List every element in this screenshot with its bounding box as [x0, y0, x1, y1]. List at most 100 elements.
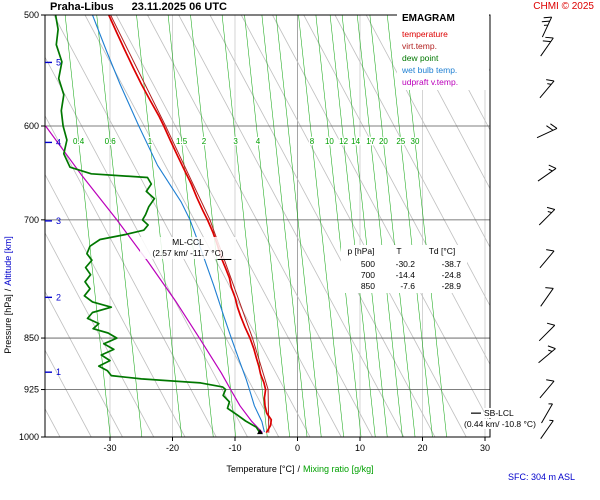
mixing-ratio-label: 4 [256, 137, 261, 146]
wind-barb-staff [540, 420, 554, 439]
pressure-tick-label: 1000 [19, 432, 39, 442]
wind-barb [538, 322, 556, 342]
wind-barb-feather [547, 345, 556, 350]
wind-barb-staff [537, 168, 557, 182]
mixing-ratio-label: 14 [351, 137, 360, 146]
wind-barb-feather [548, 164, 557, 169]
mixing-ratio-line [136, 15, 182, 437]
table-header-dewpoint: Td [°C] [428, 246, 456, 256]
mixing-ratio-label: 25 [396, 137, 405, 146]
ml-ccl-label: ML-CCL [172, 237, 204, 247]
surface-elevation: SFC: 304 m ASL [508, 472, 576, 482]
mixing-ratio-label: 1.5 [176, 137, 188, 146]
pressure-axis-label: Pressure [hPa] [3, 294, 13, 354]
wind-barb [539, 379, 555, 399]
mixing-ratio-label: 0.4 [73, 137, 85, 146]
table-cell-t-500: -30.2 [395, 259, 415, 269]
altitude-tick-label: 5 [56, 57, 61, 67]
mixing-ratio-line [356, 15, 403, 437]
ml-ccl-detail: (2.57 km/ -11.7 °C) [152, 248, 224, 258]
wind-barb [538, 206, 556, 226]
mixing-ratio-line [315, 15, 362, 437]
sb-lcl-label: SB-LCL [484, 408, 514, 418]
dry-adiabat-line [45, 290, 123, 437]
wind-barb-feather [546, 379, 555, 382]
temperature-tick-label: -10 [228, 443, 241, 453]
dry-adiabat-line [240, 15, 467, 437]
wind-barb-staff [541, 403, 553, 424]
wet-bulb-curve [91, 15, 265, 433]
pressure-tick-label: 700 [24, 215, 39, 225]
updraft-v-temp-curve [45, 125, 263, 434]
wind-barb-half-feather [547, 211, 552, 214]
pressure-tick-label: 925 [24, 385, 39, 395]
wind-barb [541, 403, 553, 424]
dry-adiabat-line [272, 15, 490, 424]
dry-adiabat-line [45, 349, 92, 437]
mixing-ratio-line [298, 15, 344, 437]
wind-barb [540, 36, 554, 57]
wind-barb-staff [540, 37, 554, 57]
temperature-tick-label: -30 [103, 443, 116, 453]
station-name: Praha-Libus [50, 1, 114, 13]
x-axis-title: Temperature [°C] / Mixing ratio [g/kg] [150, 464, 450, 474]
wind-barb-staff [540, 288, 554, 307]
temperature-axis-label: Temperature [°C] [226, 464, 295, 474]
legend: EMAGRAM temperature virt.temp. dew point… [397, 12, 489, 90]
dry-adiabat-line [45, 173, 186, 437]
wind-barb-staff [541, 16, 553, 38]
mixing-ratio-label: 20 [379, 137, 388, 146]
virt-temp-curve [110, 15, 270, 433]
wind-barb [541, 16, 553, 38]
level-data-table: p [hPa] T Td [°C] 500 -30.2 -38.7 700 -1… [341, 245, 467, 293]
table-header-pressure: p [hPa] [347, 246, 375, 256]
dry-adiabat-line [209, 15, 436, 437]
wind-barb-feather [550, 123, 558, 129]
table-cell-td-700: -24.8 [441, 270, 461, 280]
pressure-tick-label: 600 [24, 121, 39, 131]
sb-lcl-detail: (0.44 km/ -10.8 °C) [464, 419, 536, 429]
mixing-ratio-line [244, 15, 290, 437]
dry-adiabat-line [45, 232, 155, 437]
legend-item-dew-point: dew point [402, 53, 439, 63]
temperature-tick-label: 0 [295, 443, 300, 453]
chart-title: Praha-Libus 23.11.2025 06 UTC [50, 1, 227, 13]
altitude-tick-label: 3 [56, 216, 61, 226]
mixing-ratio-label: 0.6 [105, 137, 117, 146]
mixing-ratio-line [275, 15, 322, 437]
table-header-temperature: T [396, 246, 402, 256]
surface-marker [257, 429, 263, 435]
altitude-tick-label: 1 [56, 367, 61, 377]
temperature-tick-label: -20 [166, 443, 179, 453]
wind-barb [539, 249, 555, 269]
legend-item-temperature: temperature [402, 29, 448, 39]
y-axis-title: Pressure [hPa] / Altitude [km] [3, 145, 13, 445]
wind-barb [540, 419, 554, 439]
table-cell-t-850: -7.6 [400, 281, 415, 291]
dry-adiabat-line [45, 114, 217, 437]
table-cell-td-850: -28.9 [441, 281, 461, 291]
altitude-tick-label: 4 [56, 137, 61, 147]
wind-barb-half-feather [548, 168, 553, 172]
mixing-ratio-line [369, 15, 416, 437]
legend-title: EMAGRAM [402, 13, 455, 24]
wind-barb-feather [546, 206, 555, 210]
mixing-ratio-label: 8 [310, 137, 315, 146]
altitude-axis-label: Altitude [km] [3, 236, 13, 286]
mixing-ratio-label: 2 [202, 137, 207, 146]
legend-item-virt-temp: virt.temp. [402, 41, 437, 51]
mixing-ratio-axis-label: Mixing ratio [g/kg] [303, 464, 374, 474]
mixing-ratio-label: 17 [366, 137, 375, 146]
dry-adiabat-line [84, 15, 311, 437]
pressure-tick-label: 850 [24, 333, 39, 343]
table-cell-p-700: 700 [360, 270, 375, 280]
wind-barb-feather [546, 125, 554, 131]
wind-barb [540, 287, 554, 307]
mixing-ratio-label: 12 [339, 137, 348, 146]
mixing-ratio-line [386, 15, 433, 437]
mixing-ratio-line [329, 15, 376, 437]
ml-ccl-annotation: ML-CCL (2.57 km/ -11.7 °C) [140, 237, 236, 259]
wind-barb-half-feather [548, 349, 553, 352]
wind-barb-staff [539, 380, 555, 399]
mixing-ratio-label: 1 [148, 137, 153, 146]
